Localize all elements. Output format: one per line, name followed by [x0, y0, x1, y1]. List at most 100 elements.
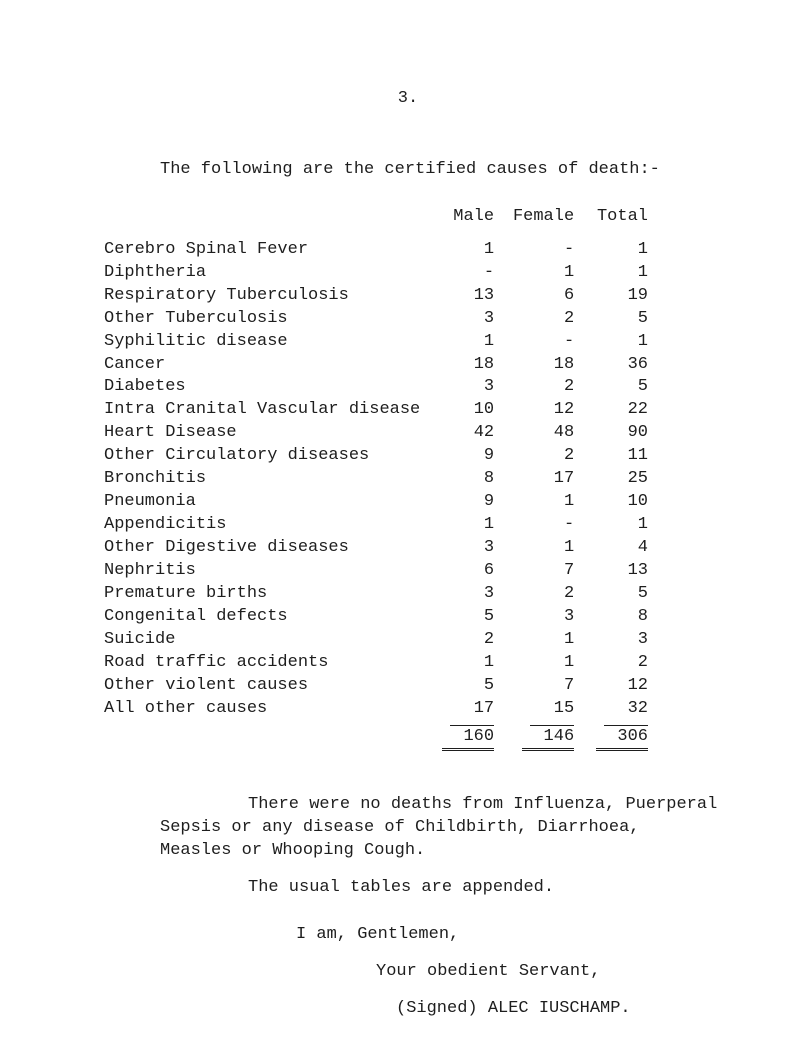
total-female: 146 [502, 726, 582, 749]
para2-text: The usual tables are appended. [248, 878, 554, 897]
row-male: 18 [428, 354, 502, 377]
row-male: 9 [428, 445, 502, 468]
table-row: Diphtheria-11 [96, 262, 656, 285]
row-female: 15 [502, 698, 582, 721]
row-total: 12 [582, 675, 656, 698]
header-female: Female [502, 206, 582, 239]
row-label: Other Tuberculosis [96, 308, 428, 331]
row-female: 1 [502, 537, 582, 560]
row-label: Cancer [96, 354, 428, 377]
row-male: 8 [428, 468, 502, 491]
row-total: 22 [582, 399, 656, 422]
row-female: 18 [502, 354, 582, 377]
row-label: Other Digestive diseases [96, 537, 428, 560]
row-label: All other causes [96, 698, 428, 721]
row-female: 7 [502, 675, 582, 698]
row-label: Pneumonia [96, 491, 428, 514]
table-row: Other violent causes5712 [96, 675, 656, 698]
row-label: Other Circulatory diseases [96, 445, 428, 468]
row-label: Other violent causes [96, 675, 428, 698]
table-row: Other Circulatory diseases9211 [96, 445, 656, 468]
row-male: 1 [428, 239, 502, 262]
row-label: Cerebro Spinal Fever [96, 239, 428, 262]
row-label: Road traffic accidents [96, 652, 428, 675]
table-row: All other causes171532 [96, 698, 656, 721]
closing-line: I am, Gentlemen, [96, 924, 720, 947]
table-row: Diabetes325 [96, 376, 656, 399]
row-total: 3 [582, 629, 656, 652]
row-male: 1 [428, 514, 502, 537]
row-male: 5 [428, 606, 502, 629]
row-total: 1 [582, 331, 656, 354]
row-female: 2 [502, 583, 582, 606]
row-total: 32 [582, 698, 656, 721]
row-female: 2 [502, 376, 582, 399]
row-male: 3 [428, 537, 502, 560]
row-male: 9 [428, 491, 502, 514]
table-row: Pneumonia9110 [96, 491, 656, 514]
row-female: - [502, 514, 582, 537]
table-row: Premature births325 [96, 583, 656, 606]
row-label: Heart Disease [96, 422, 428, 445]
row-total: 5 [582, 308, 656, 331]
table-row: Bronchitis81725 [96, 468, 656, 491]
row-male: 1 [428, 331, 502, 354]
row-female: 1 [502, 629, 582, 652]
signed-line: (Signed) ALEC IUSCHAMP. [96, 998, 720, 1021]
row-female: 12 [502, 399, 582, 422]
row-male: 3 [428, 583, 502, 606]
page: 3. The following are the certified cause… [0, 0, 800, 1058]
row-male: 1 [428, 652, 502, 675]
double-rule-row [96, 748, 656, 754]
row-label: Premature births [96, 583, 428, 606]
total-male: 160 [428, 726, 502, 749]
header-total: Total [582, 206, 656, 239]
paragraph-appended: The usual tables are appended. [96, 877, 720, 900]
row-male: 42 [428, 422, 502, 445]
paragraph-no-deaths: There were no deaths from Influenza, Pue… [96, 794, 720, 863]
row-male: - [428, 262, 502, 285]
table-row: Appendicitis1-1 [96, 514, 656, 537]
row-label: Intra Cranital Vascular disease [96, 399, 428, 422]
row-male: 6 [428, 560, 502, 583]
row-female: 1 [502, 262, 582, 285]
table-row: Cerebro Spinal Fever1-1 [96, 239, 656, 262]
row-label: Suicide [96, 629, 428, 652]
row-total: 4 [582, 537, 656, 560]
row-total: 5 [582, 583, 656, 606]
row-female: 2 [502, 308, 582, 331]
row-label: Respiratory Tuberculosis [96, 285, 428, 308]
para1-text: There were no deaths from Influenza, Pue… [160, 795, 717, 860]
table-row: Road traffic accidents112 [96, 652, 656, 675]
row-label: Diabetes [96, 376, 428, 399]
row-male: 3 [428, 308, 502, 331]
row-total: 8 [582, 606, 656, 629]
row-total: 10 [582, 491, 656, 514]
table-row: Other Tuberculosis325 [96, 308, 656, 331]
table-row: Cancer181836 [96, 354, 656, 377]
row-female: 2 [502, 445, 582, 468]
row-male: 2 [428, 629, 502, 652]
row-label: Diphtheria [96, 262, 428, 285]
row-total: 5 [582, 376, 656, 399]
row-female: 17 [502, 468, 582, 491]
page-number: 3. [96, 88, 720, 111]
row-total: 90 [582, 422, 656, 445]
header-blank [96, 206, 428, 239]
row-total: 11 [582, 445, 656, 468]
row-female: - [502, 331, 582, 354]
row-male: 5 [428, 675, 502, 698]
table-row: Respiratory Tuberculosis13619 [96, 285, 656, 308]
row-total: 1 [582, 262, 656, 285]
header-male: Male [428, 206, 502, 239]
row-male: 10 [428, 399, 502, 422]
row-label: Congenital defects [96, 606, 428, 629]
total-total: 306 [582, 726, 656, 749]
row-total: 13 [582, 560, 656, 583]
table-row: Syphilitic disease1-1 [96, 331, 656, 354]
row-total: 25 [582, 468, 656, 491]
row-total: 19 [582, 285, 656, 308]
lead-sentence: The following are the certified causes o… [96, 159, 720, 182]
row-total: 1 [582, 514, 656, 537]
row-total: 1 [582, 239, 656, 262]
